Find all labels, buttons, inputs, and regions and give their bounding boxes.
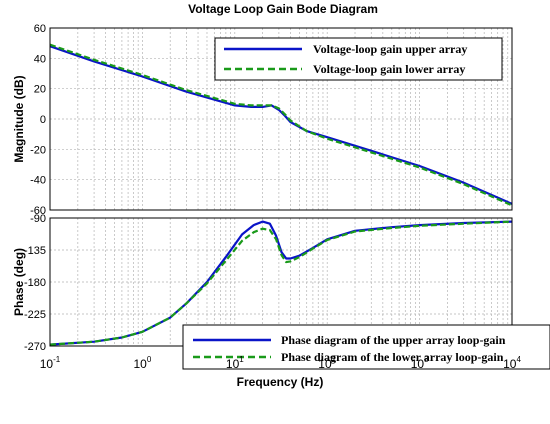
y-tick-label: -60 — [30, 205, 46, 217]
phase-y-axis-label: Phase (deg) — [12, 248, 26, 316]
y-tick-label: 40 — [34, 53, 46, 65]
phase-series — [49, 220, 513, 346]
y-tick-label: 60 — [34, 23, 46, 35]
x-tick-label: 10-1 — [40, 355, 61, 371]
series-line-lower — [49, 220, 513, 346]
legend-label-lower-gain: Voltage-loop gain lower array — [313, 62, 465, 76]
y-tick-label: 20 — [34, 84, 46, 96]
magnitude-legend-box — [214, 37, 503, 81]
phase-legend: Phase diagram of the upper array loop-ga… — [182, 324, 550, 370]
y-tick-label: -180 — [24, 277, 46, 289]
phase-legend-box — [182, 324, 550, 370]
magnitude-series — [49, 43, 513, 207]
chart-title: Voltage Loop Gain Bode Diagram — [188, 2, 378, 16]
y-tick-label: -90 — [30, 213, 46, 225]
legend-label-upper-gain: Voltage-loop gain upper array — [313, 42, 467, 56]
phase-grid — [50, 218, 512, 346]
y-tick-label: -20 — [30, 144, 46, 156]
magnitude-plot-frame — [49, 27, 513, 211]
y-tick-label: -135 — [24, 245, 46, 257]
x-tick-label: 100 — [133, 355, 151, 371]
series-line-lower — [49, 43, 513, 207]
y-tick-label: -270 — [24, 341, 46, 353]
x-axis-label: Frequency (Hz) — [237, 375, 324, 389]
phase-y-ticks: -90 -135 -180 -225 -270 — [24, 213, 46, 353]
magnitude-legend: Voltage-loop gain upper array Voltage-lo… — [214, 37, 503, 81]
y-tick-label: -40 — [30, 175, 46, 187]
phase-plot: -90 -135 -180 -225 -270 Phase (deg) Phase di… — [12, 213, 550, 370]
magnitude-y-ticks: 60 40 20 0 -20 -40 -60 — [30, 23, 46, 217]
y-tick-label: -225 — [24, 309, 46, 321]
magnitude-y-axis-label: Magnitude (dB) — [12, 75, 26, 162]
legend-label-upper-phase: Phase diagram of the upper array loop-ga… — [281, 333, 506, 347]
y-tick-label: 0 — [40, 114, 46, 126]
magnitude-plot: 60 40 20 0 -20 -40 -60 Magnitude (dB) Voltage-… — [12, 23, 513, 217]
legend-label-lower-phase: Phase diagram of the lower array loop-ga… — [281, 350, 504, 364]
